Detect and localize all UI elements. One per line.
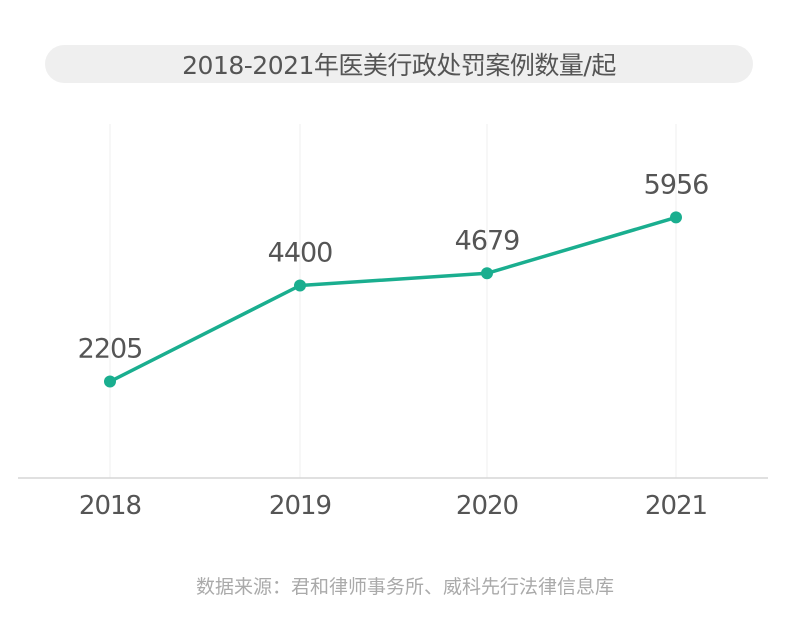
- data-point: [481, 267, 493, 280]
- data-point: [670, 211, 682, 224]
- x-tick-label: 2021: [645, 491, 707, 521]
- data-label: 4679: [455, 225, 520, 256]
- x-tick-label: 2018: [79, 491, 141, 521]
- chart-title-pill: 2018-2021年医美行政处罚案例数量/起: [45, 45, 753, 83]
- data-source: 数据来源：君和律师事务所、威科先行法律信息库: [195, 576, 614, 598]
- chart-title: 2018-2021年医美行政处罚案例数量/起: [182, 51, 616, 80]
- x-tick-label: 2020: [456, 491, 518, 521]
- data-label: 2205: [78, 334, 143, 365]
- x-tick-label: 2019: [269, 491, 331, 521]
- series-line: [109, 215, 677, 384]
- data-label: 4400: [268, 238, 333, 269]
- data-point: [104, 375, 116, 388]
- data-label: 5956: [644, 169, 709, 200]
- data-point: [294, 279, 306, 292]
